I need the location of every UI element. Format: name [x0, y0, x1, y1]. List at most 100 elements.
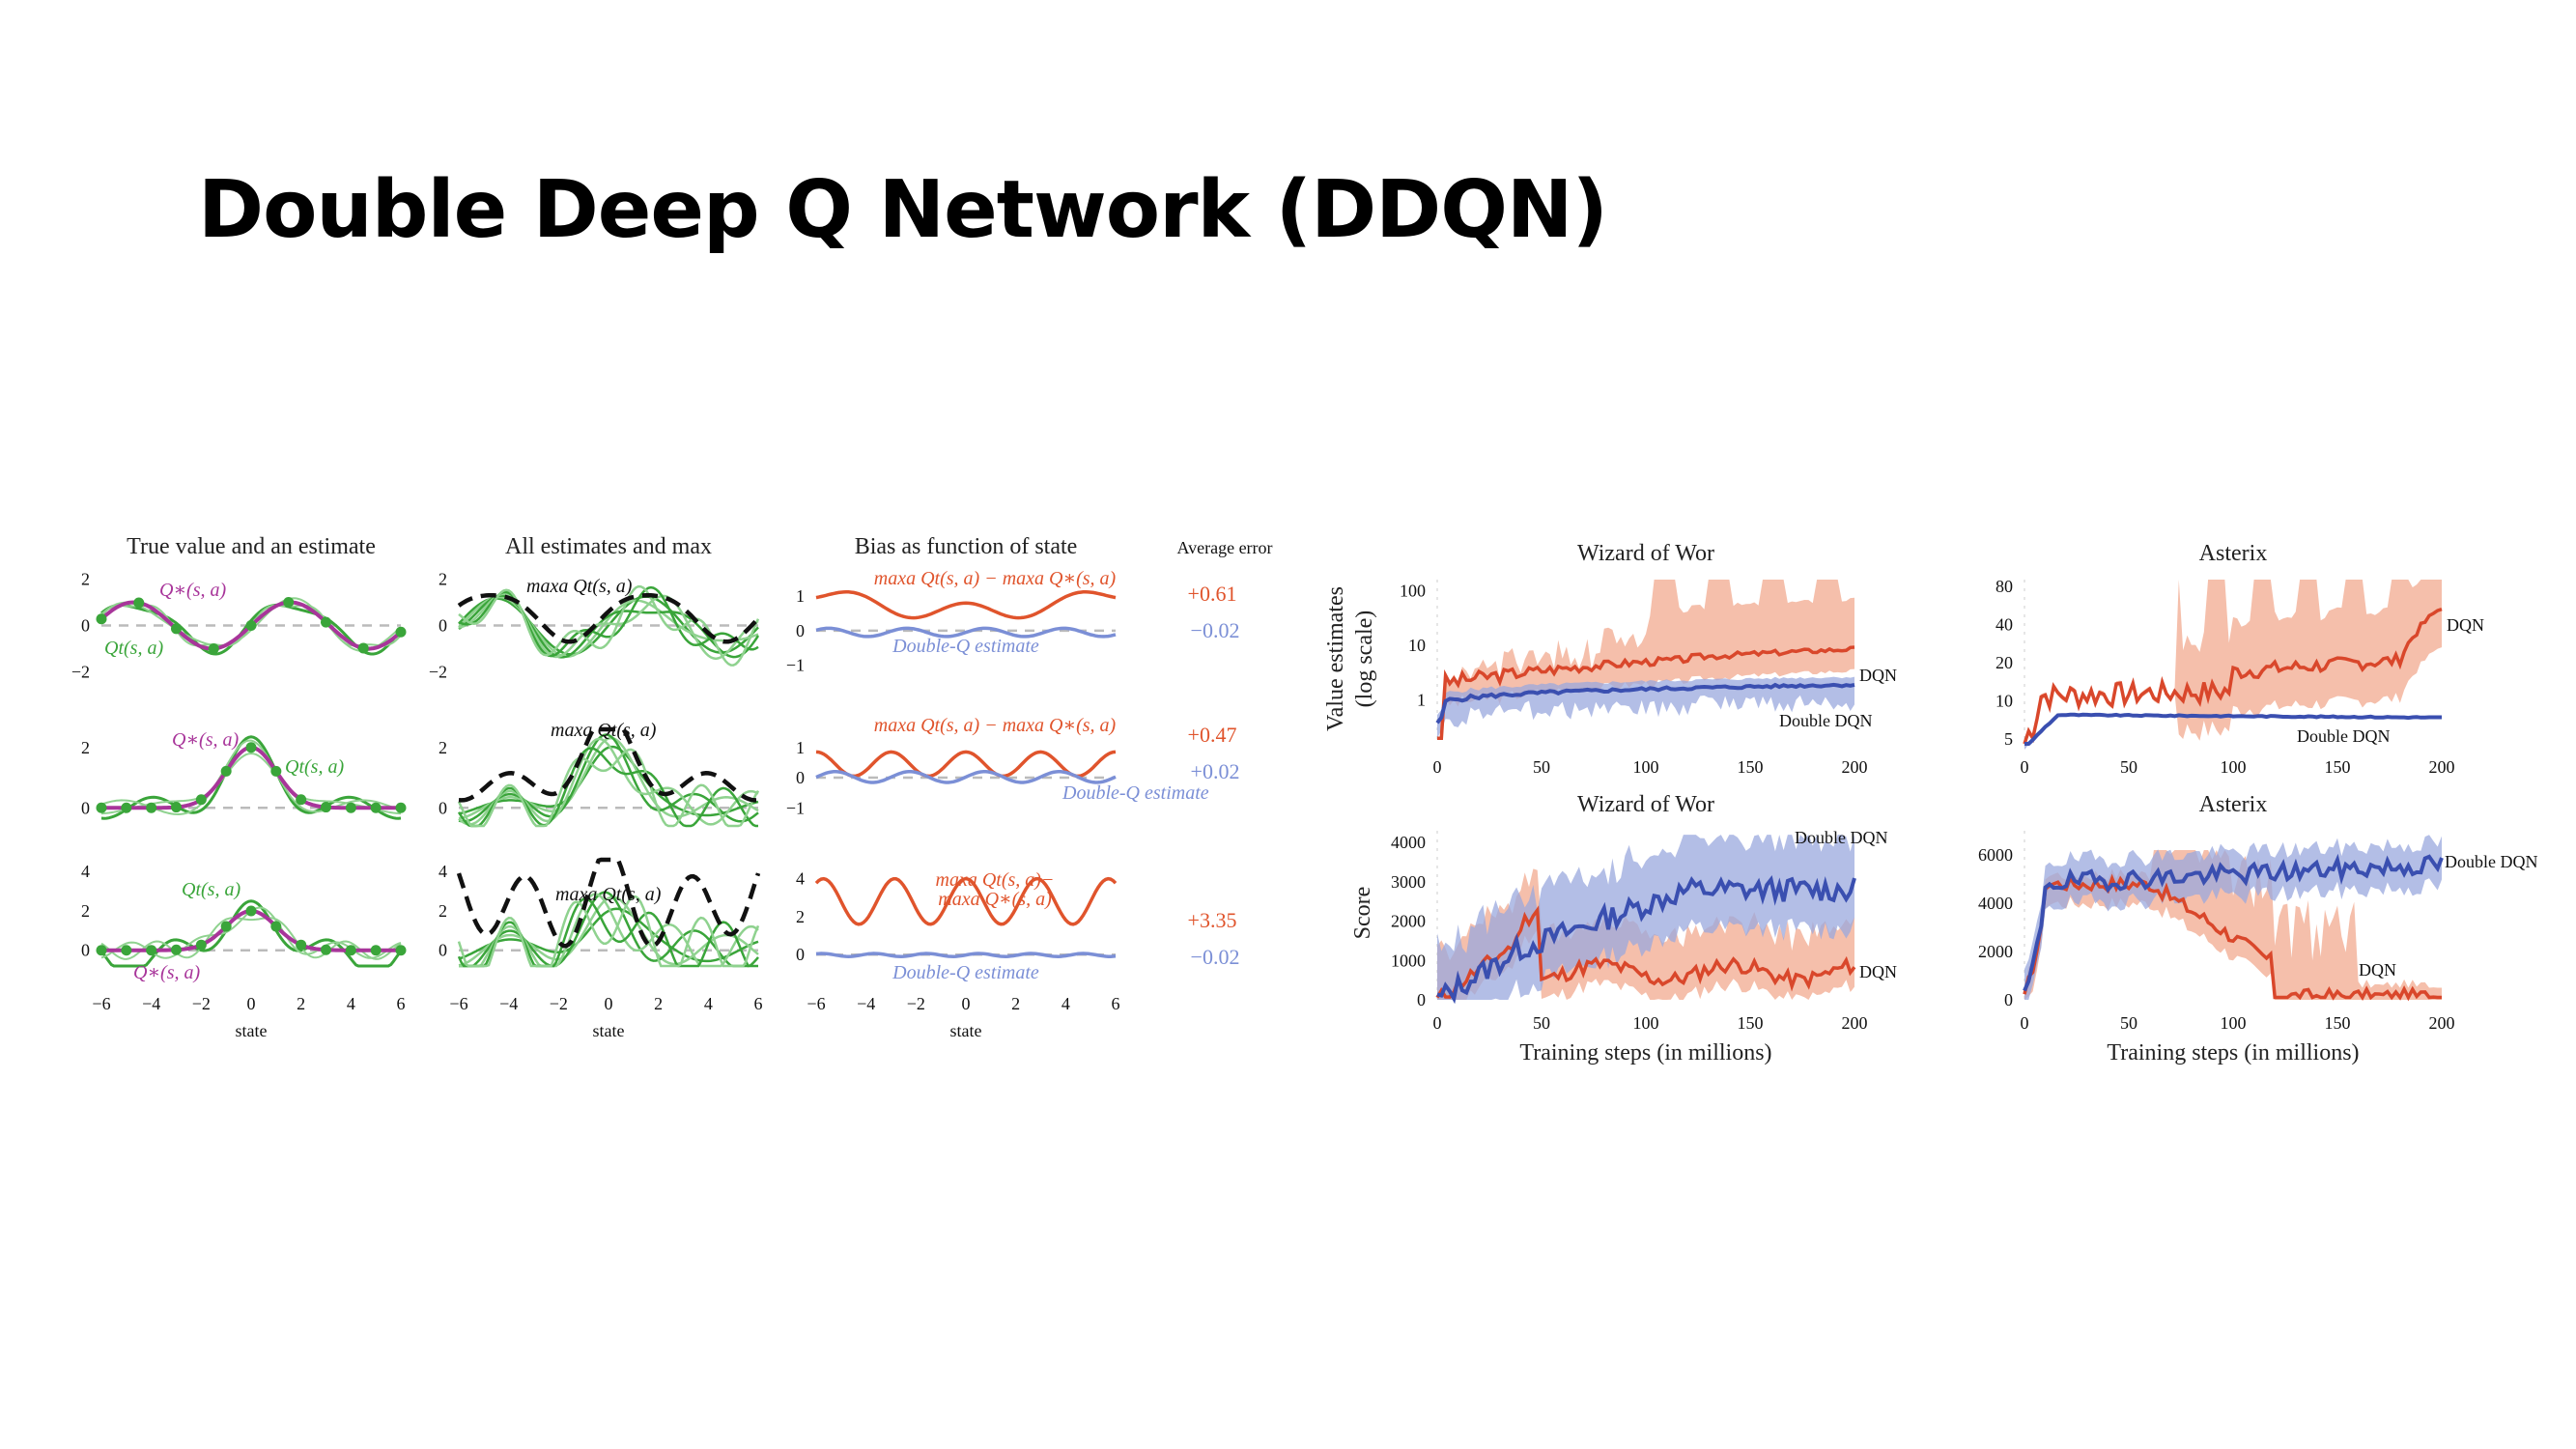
game-title: Wizard of Wor: [1577, 792, 1714, 817]
sample-point: [358, 642, 369, 653]
x-tick-label: 100: [1633, 1013, 1659, 1033]
x-tick-label: 0: [247, 994, 256, 1013]
x-tick-label: 4: [347, 994, 355, 1013]
sample-point: [296, 940, 306, 951]
sample-point: [209, 643, 219, 654]
annotation-label: Qt(s, a): [182, 879, 241, 900]
sample-point: [246, 620, 257, 631]
y-tick-label: 2: [796, 907, 805, 926]
double-q-line: [816, 953, 1116, 956]
sample-point: [133, 598, 144, 609]
x-tick-label: −2: [907, 994, 925, 1013]
y-tick-label: 3000: [1391, 872, 1426, 892]
max-label: maxa Qt(s, a): [526, 576, 633, 597]
max-label: maxa Qt(s, a): [555, 884, 662, 905]
sample-point: [97, 945, 107, 955]
sample-point: [171, 945, 182, 955]
y-tick-label: 2: [439, 901, 447, 921]
y-tick-label: −2: [71, 663, 90, 682]
y-tick-label: 0: [439, 798, 447, 817]
double-q-label: Double-Q estimate: [1062, 782, 1209, 804]
y-tick-label: 4000: [1391, 833, 1426, 852]
sample-point: [270, 766, 281, 777]
panel-true-vs-estimate: [97, 901, 407, 966]
column-title: All estimates and max: [505, 534, 712, 559]
y-tick-label: 2: [81, 901, 90, 921]
x-tick-label: 150: [1738, 1013, 1764, 1033]
bias-line: [816, 592, 1116, 618]
x-tick-label: −2: [192, 994, 211, 1013]
game-title: Asterix: [2199, 792, 2268, 817]
estimate-line: [459, 739, 758, 825]
x-tick-label: 200: [2429, 1013, 2455, 1033]
game-panel: Wizard of Wor0 50 100 150 200100101: [1400, 541, 1868, 777]
sample-point: [346, 945, 356, 955]
y-tick-label: 1: [796, 586, 805, 606]
sample-point: [246, 742, 257, 753]
annotation-label: Qt(s, a): [285, 756, 344, 778]
y-tick-label: 40: [1996, 615, 2013, 635]
x-tick-label: 0: [962, 994, 971, 1013]
y-tick-label: 2: [439, 569, 447, 588]
panel-bias: [816, 752, 1116, 782]
x-tick-label: 2: [654, 994, 663, 1013]
y-tick-label: −1: [786, 656, 805, 675]
sample-point: [171, 802, 182, 812]
sample-point: [321, 945, 331, 955]
bias-label: maxa Qt(s, a) − maxa Q∗(s, a): [874, 568, 1117, 589]
x-tick-label: 100: [1633, 757, 1659, 777]
y-axis-label: (log scale): [1352, 611, 1377, 708]
sample-point: [171, 623, 182, 634]
y-tick-label: 10: [1996, 692, 2013, 711]
y-tick-label: 4: [796, 869, 805, 889]
x-tick-label: 50: [1533, 757, 1550, 777]
x-tick-label: 6: [397, 994, 406, 1013]
estimate-line: [459, 738, 758, 818]
avg-error-dqn: +0.47: [1188, 723, 1237, 747]
sample-point: [321, 802, 331, 812]
y-tick-label: −1: [786, 798, 805, 817]
sample-point: [146, 945, 156, 955]
x-tick-label: 4: [704, 994, 713, 1013]
x-axis-label: Training steps (in millions): [1519, 1040, 1771, 1065]
double-q-label: Double-Q estimate: [892, 636, 1039, 657]
avg-error-double-q: −0.02: [1191, 945, 1240, 969]
x-tick-label: 150: [2325, 1013, 2351, 1033]
sample-point: [196, 940, 207, 951]
y-axis-label: Score: [1350, 887, 1375, 940]
x-tick-label: 0: [2021, 757, 2029, 777]
sample-point: [221, 921, 232, 931]
x-axis-label: state: [236, 1021, 268, 1040]
avg-error-dqn: +3.35: [1188, 908, 1237, 932]
sample-point: [270, 921, 281, 931]
sample-point: [371, 803, 382, 813]
double-q-label: Double-Q estimate: [892, 962, 1039, 983]
x-tick-label: 200: [2429, 757, 2455, 777]
panel-bias: [816, 592, 1116, 637]
sample-point: [283, 597, 294, 608]
y-tick-label: 4: [81, 862, 90, 881]
y-tick-label: 0: [1417, 990, 1426, 1009]
y-tick-label: 1: [1417, 691, 1426, 710]
x-tick-label: −6: [449, 994, 467, 1013]
sample-point: [221, 766, 232, 777]
x-tick-label: 2: [1011, 994, 1020, 1013]
annotation-label: Q∗(s, a): [133, 962, 200, 983]
series-label-dqn: DQN: [1859, 962, 1897, 981]
y-tick-label: 5: [2004, 729, 2013, 749]
y-tick-label: 6000: [1978, 845, 2013, 865]
panel-all-estimates: [459, 860, 758, 966]
x-tick-label: 50: [2120, 1013, 2137, 1033]
x-tick-label: 2: [297, 994, 305, 1013]
x-tick-label: 150: [2325, 757, 2351, 777]
y-tick-label: 2: [81, 738, 90, 757]
x-tick-label: −6: [807, 994, 825, 1013]
x-axis-label: Training steps (in millions): [2107, 1040, 2359, 1065]
y-axis-label: Value estimates: [1323, 586, 1348, 731]
column-title: True value and an estimate: [127, 534, 376, 559]
panel-all-estimates: [459, 729, 758, 826]
sample-point: [146, 803, 156, 813]
sample-point: [121, 945, 131, 955]
true-value-line: [101, 911, 401, 951]
y-tick-label: 1000: [1391, 951, 1426, 970]
